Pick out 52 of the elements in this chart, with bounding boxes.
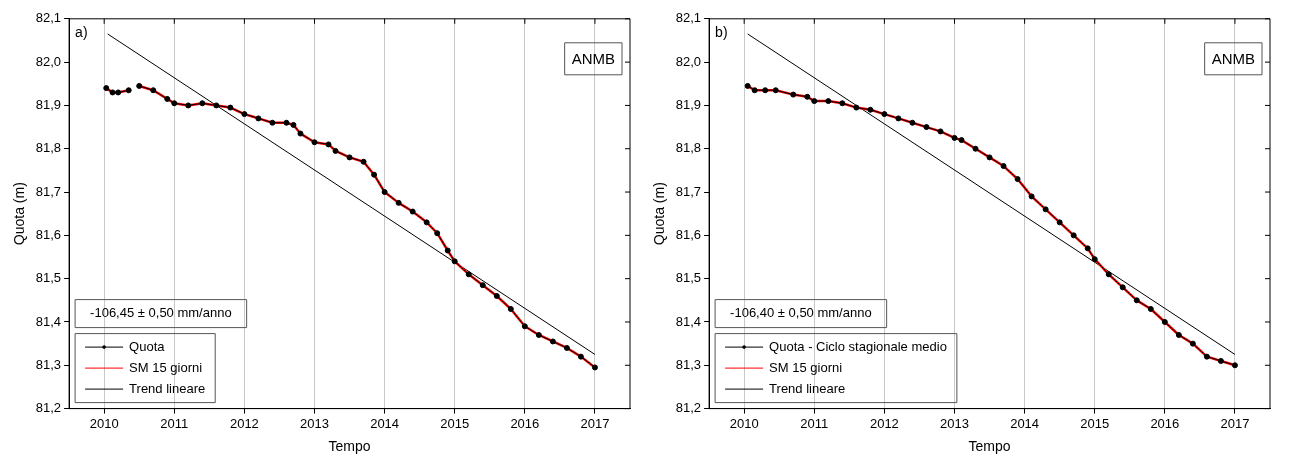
x-tick-label: 2015: [1080, 415, 1110, 431]
x-tick-label: 2012: [869, 415, 899, 431]
x-tick-label: 2010: [729, 415, 759, 431]
y-tick-label: 81,6: [35, 226, 62, 242]
x-tick-label: 2017: [580, 415, 610, 431]
x-tick-label: 2012: [229, 415, 259, 431]
y-tick-label: 81,2: [675, 400, 702, 416]
y-tick-label: 81,8: [675, 140, 702, 156]
y-tick-label: 81,7: [35, 183, 62, 199]
x-axis-title: Tempo: [968, 438, 1011, 455]
y-tick-label: 81,5: [35, 270, 62, 286]
y-tick-label: 81,7: [675, 183, 702, 199]
y-tick-label: 81,4: [675, 313, 702, 329]
legend-label: Trend lineare: [769, 380, 846, 396]
y-tick-label: 82,1: [35, 10, 62, 26]
y-tick-label: 82,1: [675, 10, 702, 26]
y-tick-label: 82,0: [35, 53, 62, 69]
legend-label: SM 15 giorni: [769, 359, 843, 375]
y-tick-label: 81,8: [35, 140, 62, 156]
y-tick-label: 81,2: [35, 400, 62, 416]
x-tick-label: 2016: [510, 415, 540, 431]
y-tick-label: 81,9: [35, 97, 62, 112]
x-tick-label: 2010: [89, 415, 119, 431]
x-tick-label: 2014: [1010, 415, 1040, 431]
x-tick-label: 2017: [1220, 415, 1250, 431]
y-tick-label: 82,0: [675, 53, 702, 69]
x-tick-label: 2013: [940, 415, 969, 431]
x-tick-label: 2014: [370, 415, 400, 431]
y-tick-label: 81,4: [35, 313, 62, 329]
legend-label: Quota - Ciclo stagionale medio: [769, 338, 947, 354]
x-tick-label: 2011: [160, 415, 189, 431]
annotation: -106,45 ± 0,50 mm/anno: [90, 305, 232, 321]
x-tick-label: 2011: [800, 415, 829, 431]
legend-label: Quota: [129, 338, 166, 354]
x-tick-label: 2015: [440, 415, 470, 431]
y-axis-title: Quota (m): [651, 182, 668, 246]
y-tick-label: 81,6: [675, 226, 702, 242]
legend-label: SM 15 giorni: [129, 359, 203, 375]
legend-label: Trend lineare: [129, 380, 206, 396]
annotation: ANMB: [571, 49, 615, 67]
y-tick-label: 81,3: [675, 356, 702, 372]
x-tick-label: 2013: [300, 415, 329, 431]
y-tick-label: 81,9: [675, 97, 702, 112]
y-axis-title: Quota (m): [11, 182, 28, 246]
y-tick-label: 81,3: [35, 356, 62, 372]
annotation: ANMB: [1211, 49, 1255, 67]
annotation: b): [715, 23, 728, 40]
annotation: a): [75, 23, 88, 40]
y-tick-label: 81,5: [675, 270, 702, 286]
x-axis-title: Tempo: [328, 438, 371, 455]
x-tick-label: 2016: [1150, 415, 1180, 431]
annotation: -106,40 ± 0,50 mm/anno: [730, 305, 872, 321]
